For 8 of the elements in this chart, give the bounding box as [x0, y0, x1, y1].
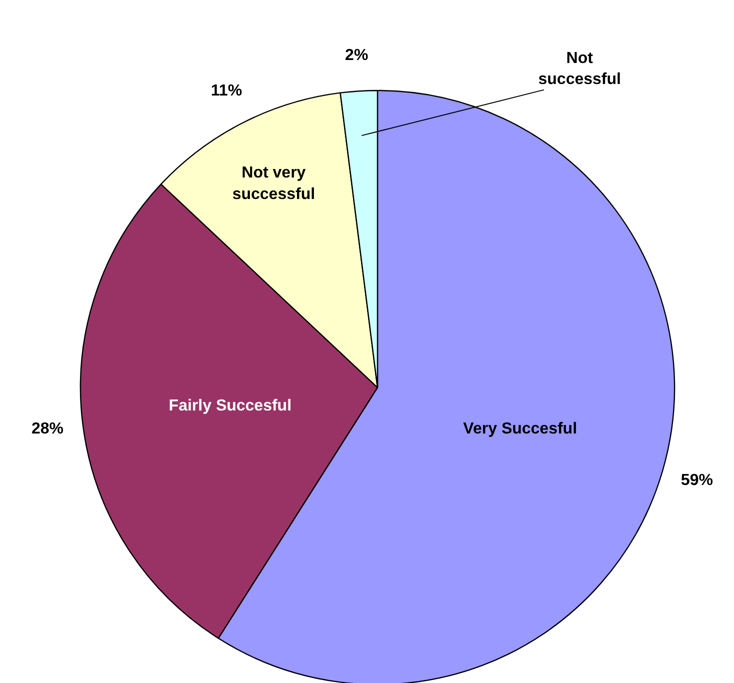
slice-label: Fairly Succesful [168, 398, 292, 415]
data-label: 59% [680, 472, 713, 489]
slice-label: Not very successful [232, 164, 316, 203]
data-label: 2% [345, 47, 368, 64]
slice-label: Very Succesful [463, 420, 578, 438]
slice-label: Not successful [538, 50, 621, 88]
data-label: 11% [210, 82, 242, 100]
data-label: 28% [31, 420, 64, 438]
